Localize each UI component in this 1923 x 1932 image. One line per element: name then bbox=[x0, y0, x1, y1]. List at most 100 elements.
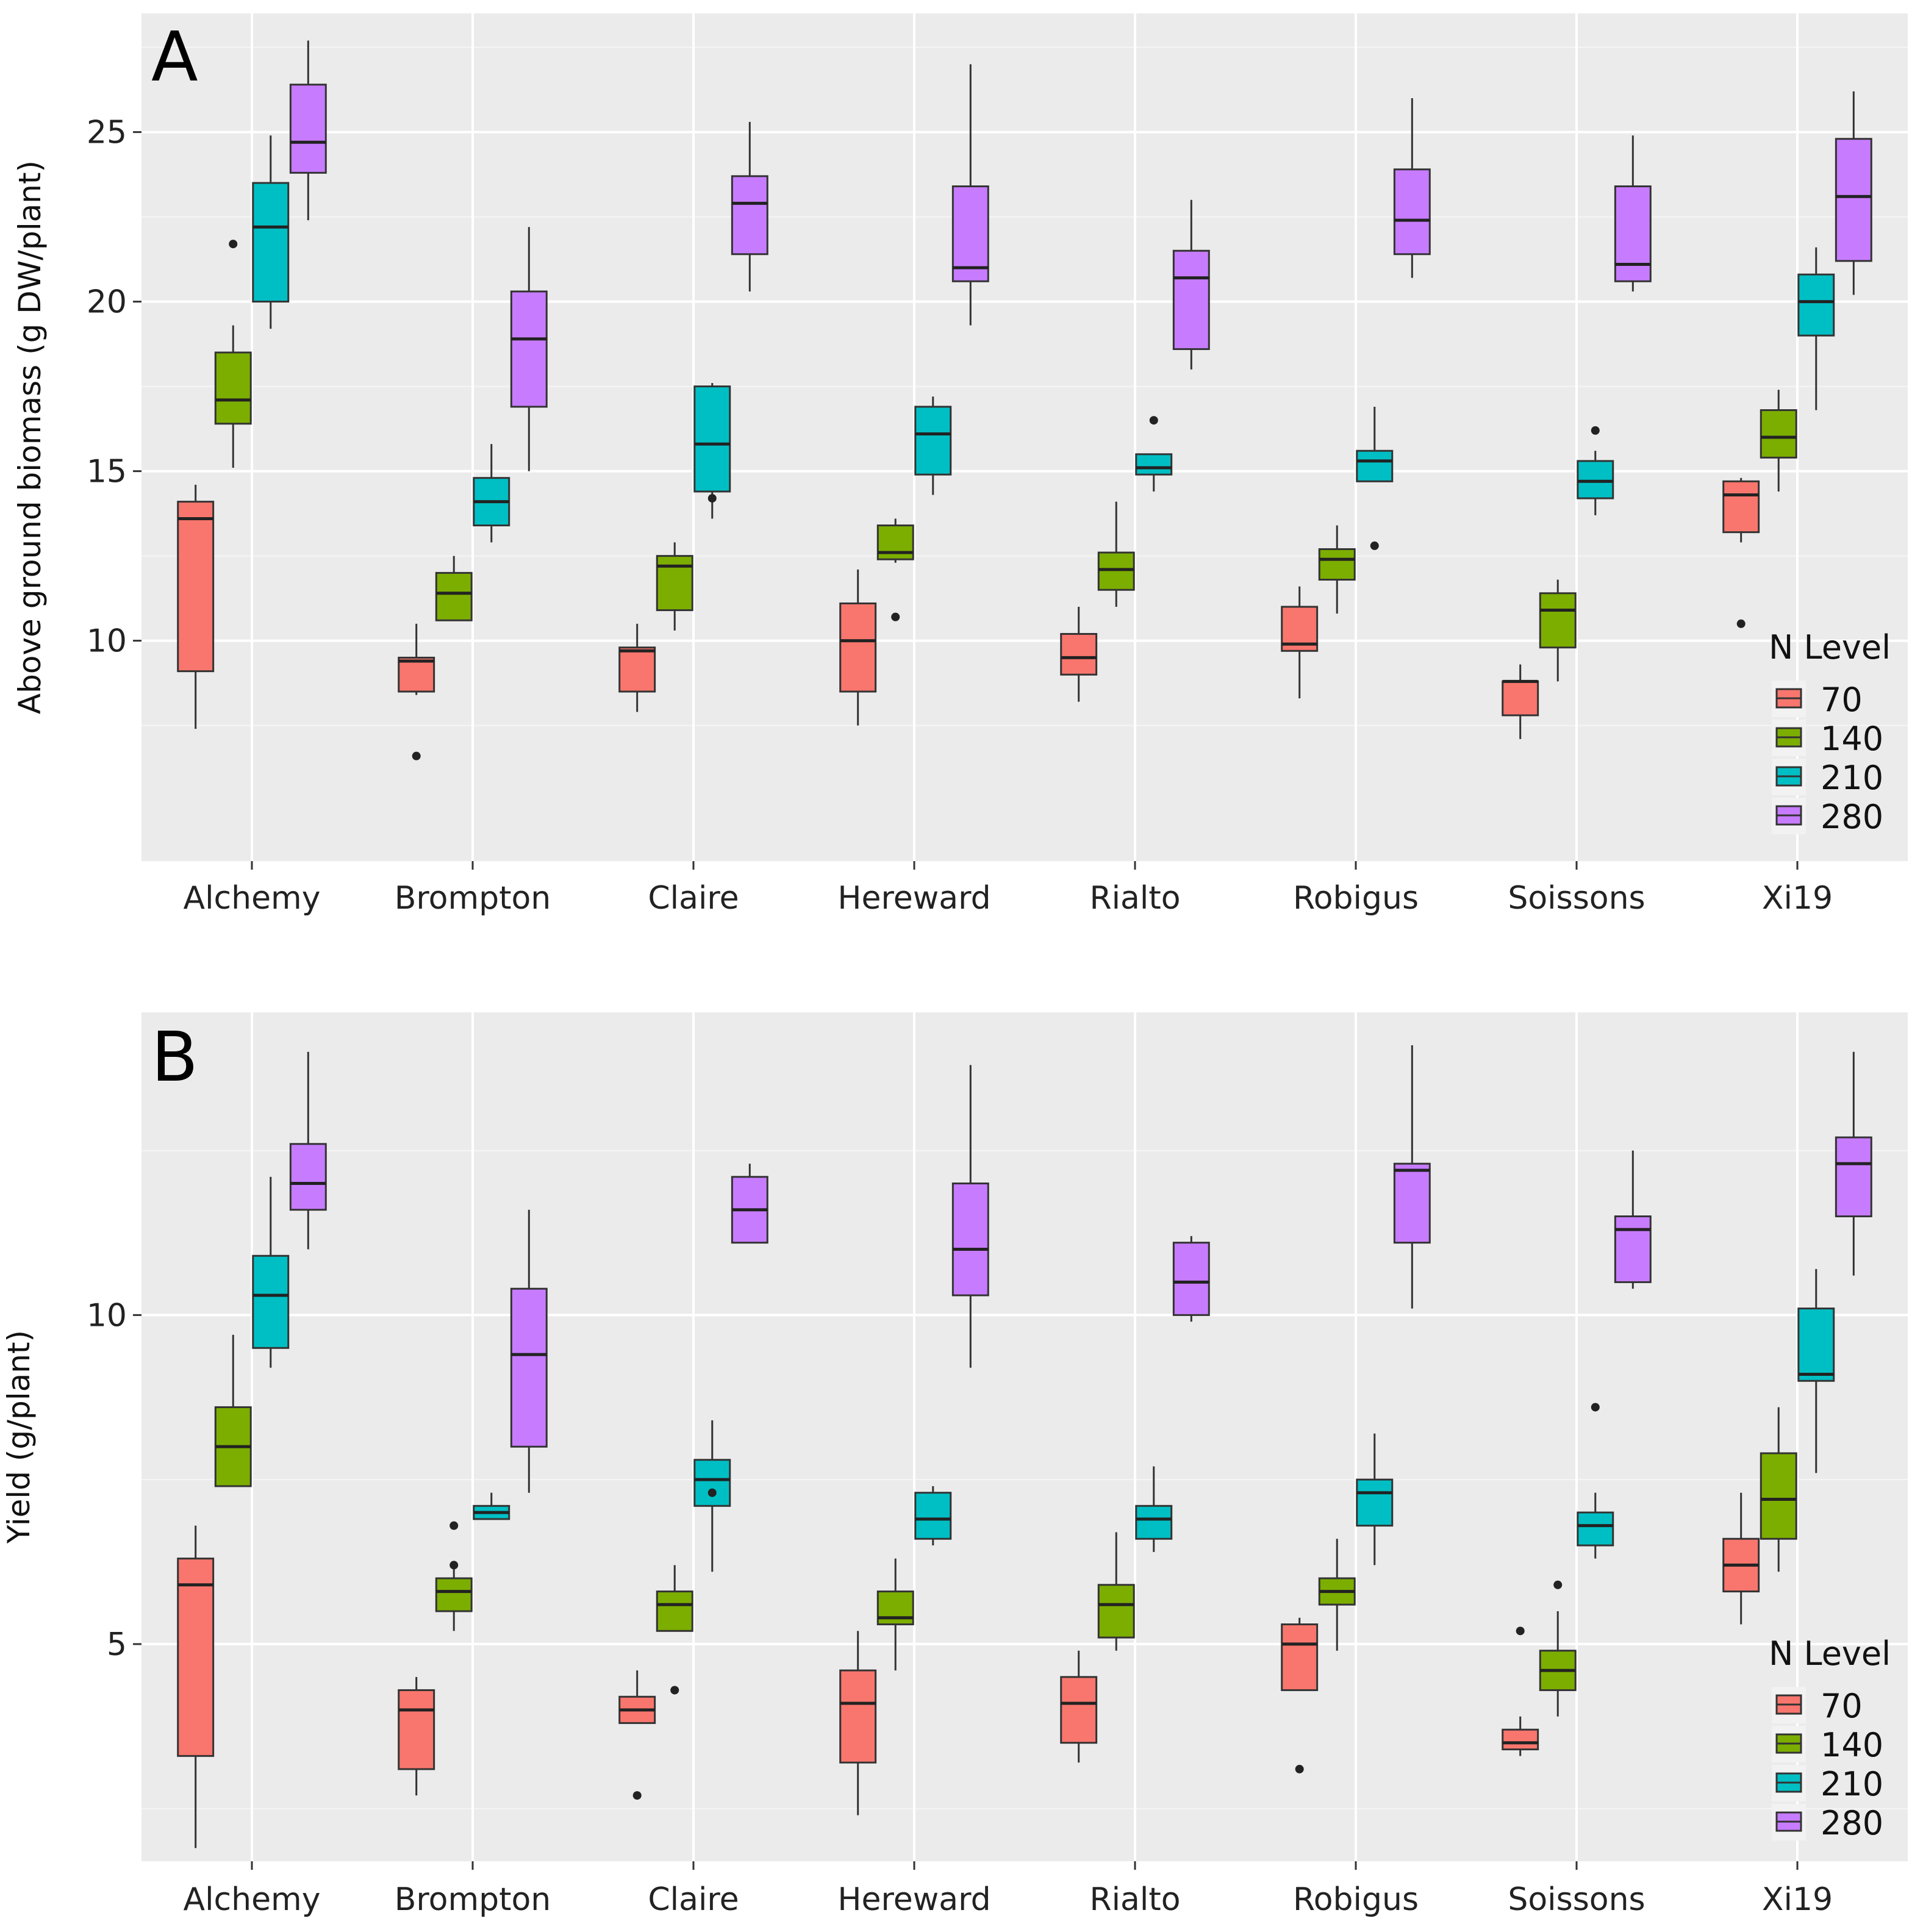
x-tick-label: Brompton bbox=[395, 1881, 551, 1918]
boxplot-soissons-n210 bbox=[1577, 1403, 1614, 1559]
boxplot-rialto-n70 bbox=[1060, 1650, 1098, 1763]
x-tick-label: Hereward bbox=[837, 880, 990, 917]
boxplot-xi19-n210 bbox=[1797, 247, 1835, 410]
outlier-point bbox=[229, 240, 238, 249]
outlier-point bbox=[1516, 1626, 1525, 1636]
boxplot-soissons-n280 bbox=[1614, 135, 1652, 292]
boxplot-robigus-n140 bbox=[1318, 1539, 1356, 1651]
boxplot-rialto-n280 bbox=[1172, 199, 1210, 370]
panel-A: 10 15 20 25 Alchemy Brompton Claire Hereward Ria… bbox=[12, 13, 1908, 917]
interquartile-box bbox=[1097, 1584, 1135, 1639]
outlier-point bbox=[1295, 1764, 1304, 1773]
interquartile-box bbox=[289, 1143, 327, 1211]
interquartile-box bbox=[177, 1558, 215, 1757]
boxplot-robigus-n280 bbox=[1393, 1045, 1431, 1309]
boxplot-brompton-n70 bbox=[398, 623, 435, 760]
boxplot-alchemy-n210 bbox=[252, 135, 290, 329]
interquartile-box bbox=[398, 656, 435, 693]
panel-B: 5 10 Alchemy Brompton Claire Hereward Rialto Ro… bbox=[1, 1012, 1908, 1918]
boxplot-soissons-n140 bbox=[1539, 1580, 1577, 1717]
boxplot-hereward-n70 bbox=[839, 1631, 877, 1816]
boxplot-claire-n210 bbox=[693, 383, 731, 519]
boxplot-alchemy-n70 bbox=[177, 1525, 215, 1848]
boxplot-soissons-n210 bbox=[1577, 426, 1614, 515]
y-tick-label: 25 bbox=[87, 115, 127, 151]
y-tick-label: 10 bbox=[87, 623, 127, 660]
interquartile-box bbox=[1760, 409, 1797, 459]
boxplot-robigus-n210 bbox=[1356, 1433, 1394, 1565]
outlier-point bbox=[891, 612, 900, 621]
legend-title: N Level bbox=[1769, 1634, 1891, 1673]
interquartile-box bbox=[435, 571, 473, 621]
legend-label: 280 bbox=[1821, 1804, 1883, 1842]
x-tick-label: Robigus bbox=[1293, 880, 1419, 917]
interquartile-box bbox=[1502, 680, 1539, 717]
interquartile-box bbox=[435, 1577, 473, 1612]
boxplot-soissons-n70 bbox=[1502, 1626, 1539, 1756]
outlier-point bbox=[412, 751, 421, 760]
boxplot-alchemy-n70 bbox=[177, 484, 215, 729]
outlier-point bbox=[1370, 541, 1379, 550]
interquartile-box bbox=[914, 1492, 952, 1540]
interquartile-box bbox=[1577, 460, 1614, 499]
interquartile-box bbox=[1393, 1162, 1431, 1244]
legend-label: 140 bbox=[1821, 1726, 1883, 1764]
interquartile-box bbox=[1722, 480, 1760, 534]
interquartile-box bbox=[876, 1590, 914, 1626]
boxplot-brompton-n70 bbox=[398, 1676, 435, 1796]
plot-panel-background bbox=[141, 1012, 1908, 1861]
boxplot-xi19-n210 bbox=[1797, 1268, 1835, 1473]
interquartile-box bbox=[656, 1590, 693, 1632]
legend-label: 210 bbox=[1821, 759, 1883, 797]
interquartile-box bbox=[1318, 548, 1356, 581]
legend-label: 280 bbox=[1821, 798, 1883, 836]
interquartile-box bbox=[510, 1287, 548, 1448]
boxplot-robigus-n70 bbox=[1281, 1617, 1319, 1773]
interquartile-box bbox=[876, 524, 914, 560]
y-tick-label: 10 bbox=[87, 1297, 127, 1334]
boxplot-brompton-n280 bbox=[510, 1209, 548, 1493]
interquartile-box bbox=[1502, 1728, 1539, 1751]
interquartile-box bbox=[1393, 168, 1431, 256]
plot-panel-background bbox=[141, 13, 1908, 861]
interquartile-box bbox=[1577, 1511, 1614, 1547]
interquartile-box bbox=[1135, 1504, 1173, 1540]
boxplot-rialto-n280 bbox=[1172, 1236, 1210, 1322]
x-tick-label: Robigus bbox=[1293, 1881, 1419, 1918]
boxplot-claire-n140 bbox=[656, 542, 693, 631]
boxplot-claire-n210 bbox=[693, 1420, 731, 1572]
interquartile-box bbox=[656, 555, 693, 612]
x-tick-label: Hereward bbox=[837, 1881, 990, 1918]
boxplot-xi19-n140 bbox=[1760, 390, 1797, 492]
boxplot-xi19-n280 bbox=[1835, 91, 1872, 295]
interquartile-box bbox=[1281, 1623, 1319, 1691]
boxplot-robigus-n70 bbox=[1281, 586, 1319, 699]
y-tick-label: 20 bbox=[87, 284, 127, 321]
boxplot-brompton-n210 bbox=[473, 444, 510, 543]
boxplot-hereward-n280 bbox=[951, 64, 989, 326]
interquartile-box bbox=[1172, 1242, 1210, 1316]
boxplot-alchemy-n210 bbox=[252, 1176, 290, 1368]
outlier-point bbox=[1591, 426, 1600, 435]
x-tick-label: Xi19 bbox=[1762, 880, 1833, 917]
boxplot-hereward-n280 bbox=[951, 1065, 989, 1368]
panel-label: A bbox=[151, 18, 198, 97]
interquartile-box bbox=[951, 1182, 989, 1297]
x-tick-label: Brompton bbox=[395, 880, 551, 917]
outlier-point bbox=[1736, 619, 1746, 628]
interquartile-box bbox=[839, 1669, 877, 1764]
y-axis-title: Yield (g/plant) bbox=[1, 1330, 37, 1544]
interquartile-box bbox=[398, 1689, 435, 1770]
interquartile-box bbox=[1356, 449, 1394, 482]
boxplot-hereward-n70 bbox=[839, 569, 877, 726]
x-tick-label: Rialto bbox=[1089, 1881, 1180, 1918]
legend-label: 70 bbox=[1821, 681, 1863, 719]
boxplot-xi19-n140 bbox=[1760, 1407, 1797, 1572]
outlier-point bbox=[1553, 1580, 1563, 1589]
interquartile-box bbox=[1539, 592, 1577, 649]
boxplot-robigus-n280 bbox=[1393, 98, 1431, 278]
interquartile-box bbox=[177, 501, 215, 673]
